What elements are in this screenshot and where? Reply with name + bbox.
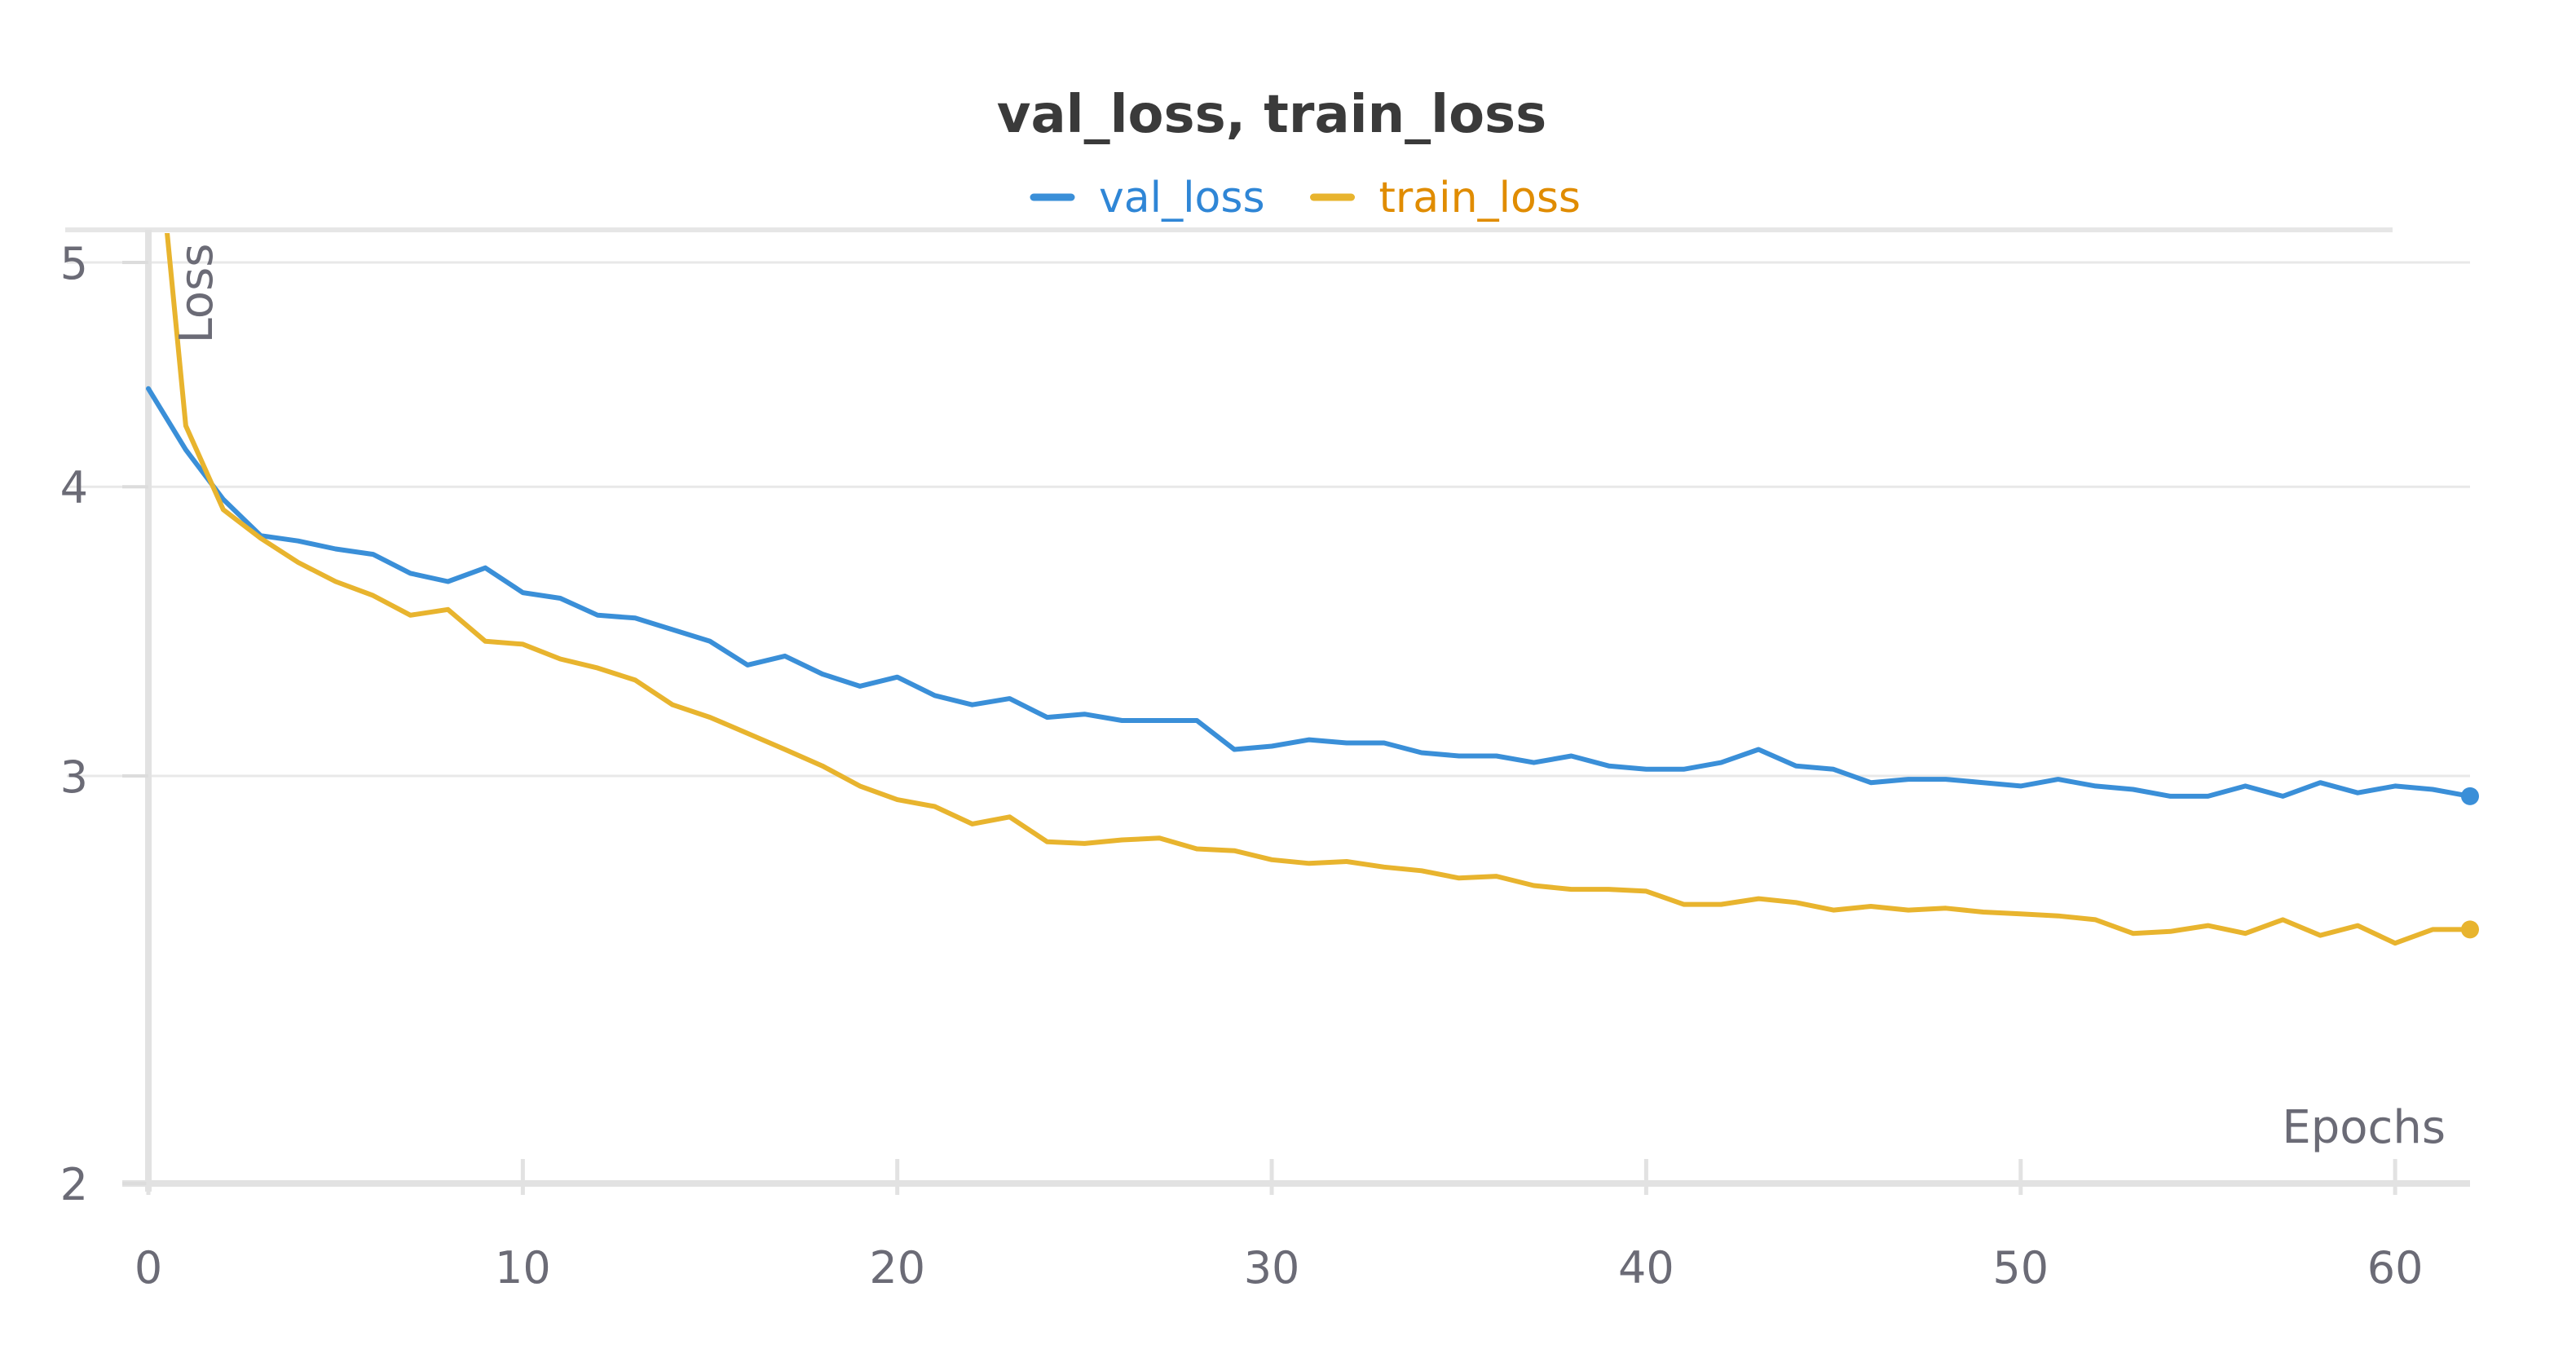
x-tick-label: 50	[1992, 1242, 2049, 1294]
y-axis-ticks: 2 3 4 5	[60, 238, 148, 1210]
series-end-point-train_loss[interactable]	[2461, 920, 2479, 939]
x-tick-label: 60	[2367, 1242, 2424, 1294]
series-end-point-val_loss[interactable]	[2461, 787, 2479, 805]
series-line-val_loss[interactable]	[146, 386, 2472, 799]
legend-label-val_loss[interactable]: val_loss	[1099, 174, 1265, 223]
x-axis-ticks: 0 10 20 30 40 50 60	[135, 1159, 2424, 1294]
y-tick-label: 3	[60, 751, 88, 803]
y-axis-label: Loss	[170, 244, 223, 344]
y-tick-label: 2	[60, 1159, 88, 1210]
chart-title: val_loss, train_loss	[997, 85, 1546, 145]
x-axis-label: Epochs	[2282, 1101, 2446, 1154]
y-tick-label: 5	[60, 238, 88, 289]
series-group[interactable]	[146, 233, 2479, 946]
axes	[65, 227, 2470, 1192]
series-line-train_loss[interactable]	[165, 233, 2472, 946]
y-tick-label: 4	[60, 462, 88, 513]
x-tick-label: 10	[495, 1242, 551, 1294]
legend-label-train_loss[interactable]: train_loss	[1379, 174, 1581, 223]
x-tick-label: 20	[869, 1242, 925, 1294]
x-tick-label: 0	[135, 1242, 162, 1294]
legend[interactable]: val_loss train_loss	[1030, 174, 1581, 223]
x-tick-label: 40	[1618, 1242, 1674, 1294]
x-tick-label: 30	[1244, 1242, 1300, 1294]
grid-lines	[67, 261, 2470, 778]
